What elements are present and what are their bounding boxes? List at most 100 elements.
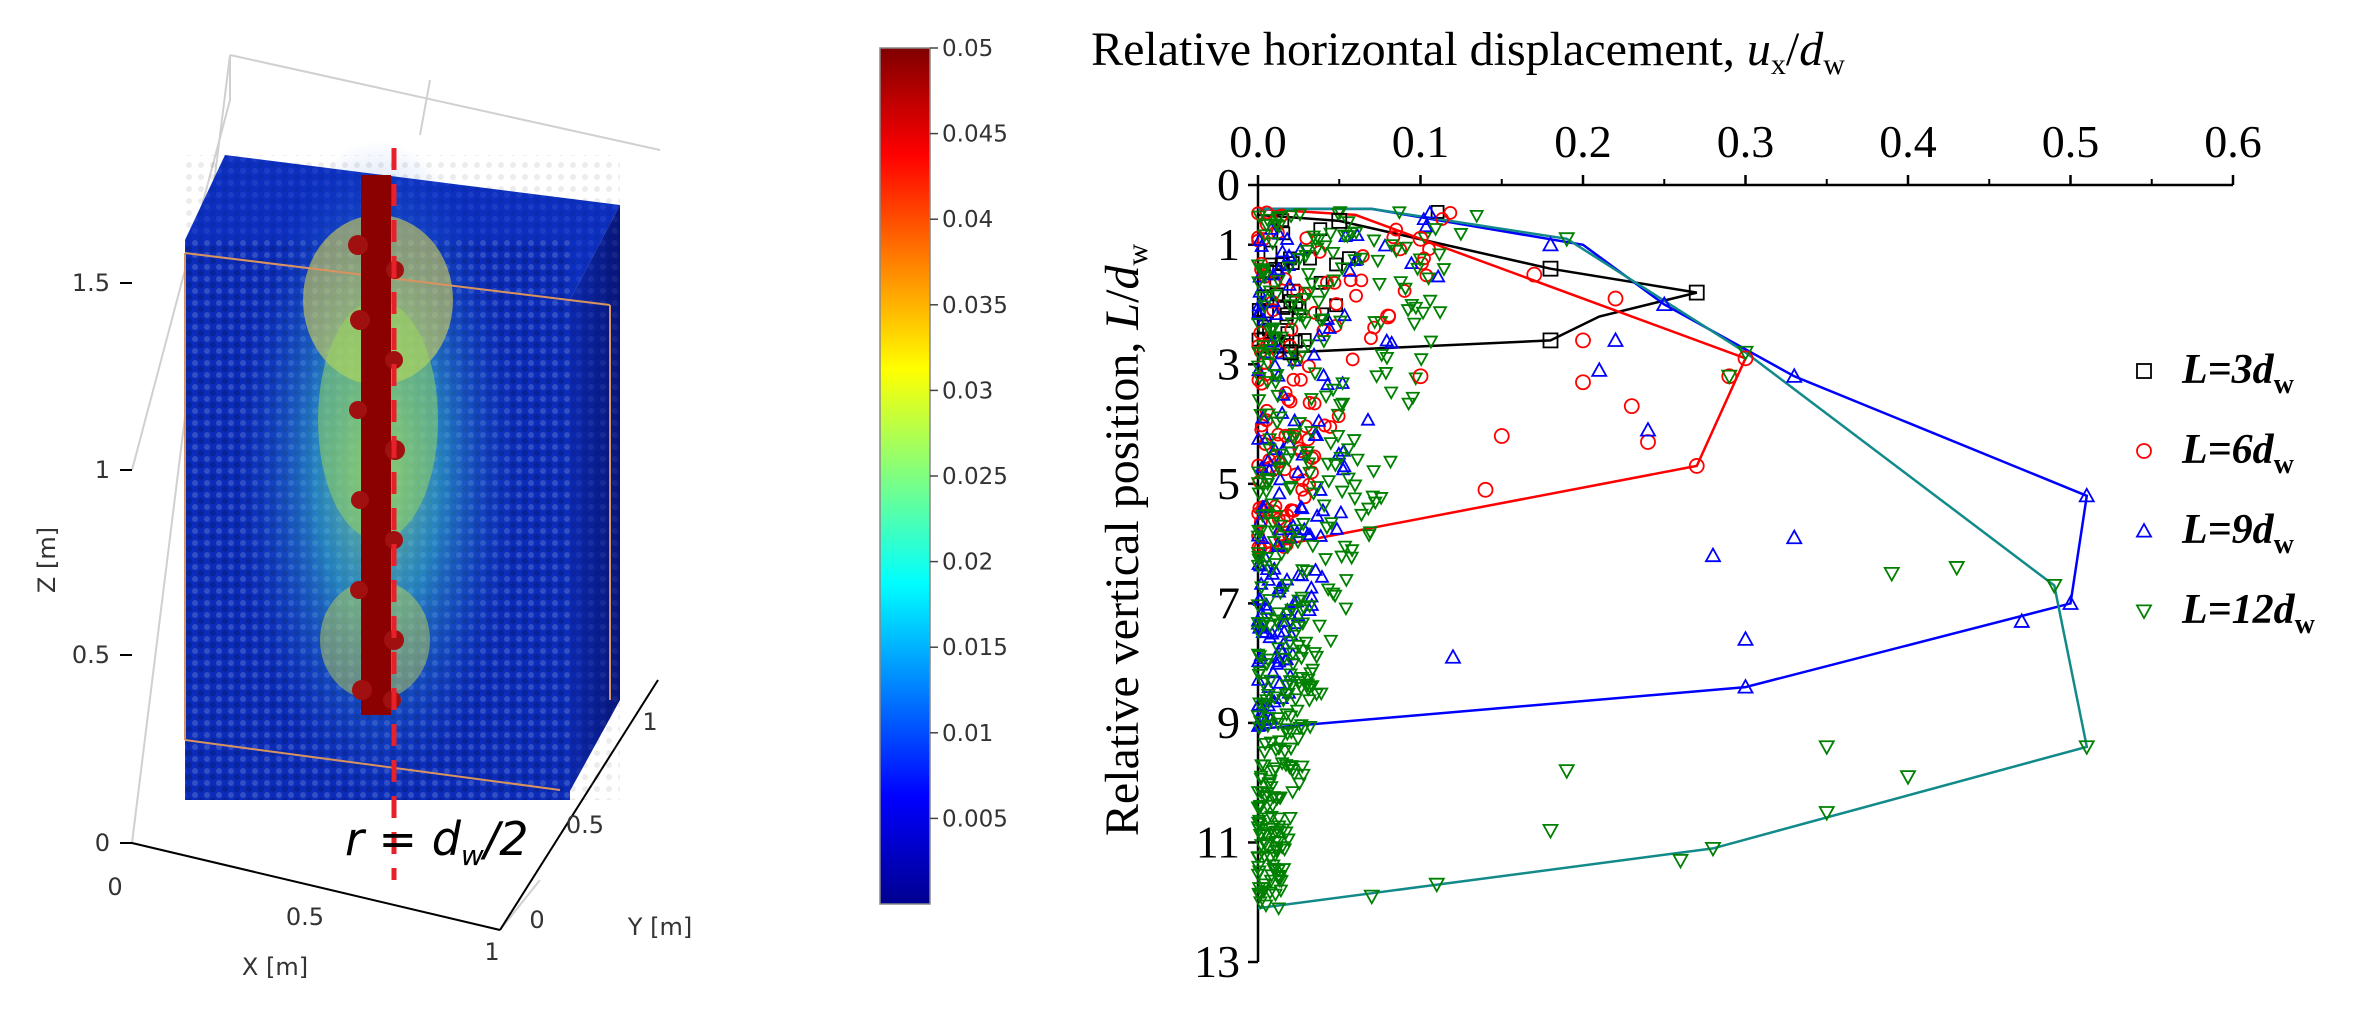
cloud-marker — [1316, 499, 1332, 514]
cloud-marker — [1266, 536, 1282, 550]
cloud-marker — [1272, 791, 1288, 806]
cloud-marker — [1408, 301, 1424, 316]
cloud-marker — [1270, 836, 1286, 850]
cloud-marker — [1339, 230, 1355, 244]
data-point — [1558, 764, 1576, 780]
data-point — [1671, 853, 1690, 870]
cloud-marker — [1302, 395, 1317, 410]
cloud-marker — [1263, 781, 1279, 795]
legend-label: L=9dw — [2181, 507, 2295, 560]
cloud-marker — [1282, 521, 1298, 536]
cloud-marker — [1267, 849, 1283, 863]
cloud-marker — [1335, 397, 1351, 412]
legend-label-sub: w — [2274, 529, 2295, 560]
cloud-marker — [1299, 446, 1315, 460]
cloud-marker — [1319, 521, 1335, 536]
cloud-marker — [1254, 581, 1270, 595]
cloud-marker — [1300, 339, 1316, 353]
legend-label-main: L=9d — [2181, 507, 2275, 553]
cloud-marker — [1286, 768, 1302, 782]
cloud-marker — [1287, 412, 1303, 427]
cloud-marker — [1318, 390, 1334, 405]
cloud-marker — [1268, 510, 1284, 524]
cloud-marker — [1284, 357, 1300, 371]
cloud-marker — [1349, 288, 1363, 303]
data-point — [1590, 361, 1608, 377]
x-tick-label: 0 — [107, 873, 122, 901]
cloud-marker — [1332, 398, 1348, 413]
cloud-marker — [1416, 211, 1432, 226]
cloud-marker — [1323, 420, 1338, 434]
x-tick-label: 0.3 — [1717, 116, 1775, 167]
cloud-marker — [1271, 220, 1287, 234]
cloud-marker — [1251, 553, 1267, 568]
cloud-marker — [1323, 517, 1339, 531]
cloud-marker — [1263, 564, 1279, 579]
envelope-L=6d_w — [1257, 207, 1748, 551]
data-point — [1704, 841, 1722, 858]
cloud-marker — [1305, 487, 1322, 502]
data-point — [1785, 528, 1803, 545]
x-tick-label: 0.1 — [1392, 116, 1450, 167]
cloud-marker — [1268, 306, 1284, 321]
cloud-marker — [1382, 455, 1399, 470]
y-tick-label: 9 — [1217, 697, 1240, 748]
cloud-marker — [1267, 558, 1283, 572]
cloud-marker — [1300, 673, 1316, 688]
cloud-marker — [1282, 811, 1298, 826]
colorbar-tick-label: 0.04 — [942, 207, 993, 233]
z-tick-label: 0 — [95, 829, 110, 857]
cloud-marker — [1286, 629, 1302, 644]
cloud-marker — [1250, 599, 1266, 613]
cloud-marker — [1290, 464, 1306, 479]
cloud-marker — [1282, 668, 1299, 683]
cloud-marker — [1384, 239, 1400, 253]
cloud-marker — [1330, 429, 1346, 444]
cloud-marker — [1251, 591, 1267, 606]
legend-label-sub: w — [2274, 369, 2295, 400]
cloud-marker — [1271, 735, 1288, 749]
cloud-marker — [1292, 417, 1308, 431]
cloud-marker — [1254, 530, 1270, 545]
cloud-marker — [1313, 528, 1329, 542]
y-tick-label: 0.5 — [566, 811, 604, 839]
cloud-marker — [1303, 393, 1319, 407]
cloud-marker — [1252, 716, 1268, 730]
cloud-marker — [1335, 377, 1351, 391]
data-point — [1412, 230, 1429, 247]
cloud-marker — [1292, 208, 1308, 222]
colorbar: 0.005 0.01 0.015 0.02 0.025 0.03 0.035 0.04 0.04… — [879, 36, 1008, 905]
x-axis-label: X [m] — [242, 953, 308, 981]
cloud-marker — [1251, 297, 1267, 312]
cloud-marker — [1329, 521, 1345, 535]
cloud-marker — [1271, 825, 1287, 840]
colorbar-tick-label: 0.005 — [942, 806, 1008, 832]
cloud-marker — [1278, 723, 1294, 737]
cloud-marker — [1270, 261, 1286, 276]
cloud-marker — [1299, 450, 1315, 464]
cloud-marker — [1256, 229, 1273, 244]
legend-label: L=6dw — [2181, 427, 2295, 480]
cloud-marker — [1317, 284, 1333, 299]
cloud-marker — [1263, 736, 1279, 751]
cloud-marker — [1264, 347, 1280, 362]
cloud-marker — [1256, 698, 1272, 713]
cloud-marker — [1262, 433, 1278, 447]
cloud-marker — [1251, 487, 1267, 502]
cloud-marker — [1370, 254, 1386, 269]
cloud-marker — [1371, 277, 1387, 292]
cloud-marker — [1318, 553, 1334, 567]
data-point — [1606, 331, 1625, 347]
cloud-marker — [1422, 294, 1438, 309]
cloud-marker — [1269, 793, 1285, 807]
cloud-marker — [1281, 248, 1297, 262]
cloud-marker — [1295, 723, 1311, 737]
cloud-marker — [1271, 742, 1287, 756]
cloud-marker — [1250, 466, 1267, 481]
cloud-marker — [1257, 850, 1273, 864]
cloud-marker — [1268, 744, 1284, 758]
cloud-marker — [1260, 358, 1276, 372]
cloud-marker — [1277, 745, 1293, 759]
legend-marker — [2135, 522, 2153, 538]
